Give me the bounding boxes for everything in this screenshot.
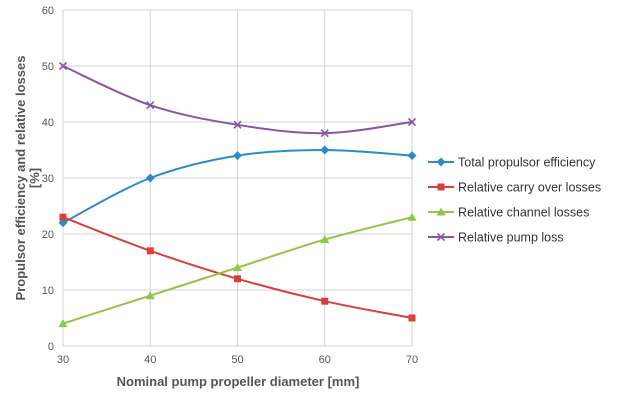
data-point [320, 145, 330, 155]
data-point [320, 129, 329, 138]
data-point [233, 120, 242, 129]
y-tick-label: 10 [42, 285, 54, 297]
x-tick-label: 50 [231, 354, 243, 366]
data-point [58, 61, 68, 71]
y-axis-title-line2: [%] [27, 168, 42, 188]
data-point [146, 101, 155, 110]
y-tick-label: 0 [48, 341, 54, 353]
data-point [408, 314, 416, 322]
legend-marker [436, 232, 446, 242]
data-point [58, 319, 68, 328]
y-tick-label: 30 [42, 173, 54, 185]
data-point [145, 173, 155, 183]
x-axis-title: Nominal pump propeller diameter [mm] [117, 374, 360, 389]
data-point [321, 297, 329, 305]
data-point [234, 275, 241, 283]
data-point [407, 212, 417, 221]
x-tick-label: 70 [406, 354, 418, 366]
grid [62, 9, 413, 347]
y-tick-label: 20 [42, 229, 54, 241]
data-point [320, 235, 330, 244]
data-point [146, 247, 154, 255]
data-point [407, 151, 417, 161]
data-point [407, 117, 417, 127]
x-tick-label: 30 [57, 354, 69, 366]
y-tick-label: 40 [42, 117, 54, 129]
legend-label: Relative channel losses [458, 206, 589, 220]
legend: Total propulsor efficiency Relative carry… [428, 156, 601, 245]
legend-marker [437, 183, 445, 191]
legend-label: Relative carry over losses [458, 181, 601, 195]
series-lines [58, 61, 417, 328]
x-tick-label: 60 [319, 354, 331, 366]
y-tick-label: 60 [42, 5, 54, 17]
legend-marker [436, 207, 446, 216]
legend-label: Total propulsor efficiency [458, 156, 596, 170]
legend-marker [436, 157, 446, 167]
x-tick-label: 40 [144, 354, 156, 366]
legend-label: Relative pump loss [458, 231, 564, 245]
y-axis-title-line1: Propulsor efficiency and relative losses [13, 56, 28, 301]
data-point [145, 291, 155, 300]
axis-ticks: 0 10 20 30 40 50 60 30 40 50 60 70 [42, 5, 418, 366]
data-point [233, 263, 242, 272]
data-point [59, 213, 67, 221]
y-tick-label: 50 [42, 61, 54, 73]
data-point [233, 151, 242, 161]
